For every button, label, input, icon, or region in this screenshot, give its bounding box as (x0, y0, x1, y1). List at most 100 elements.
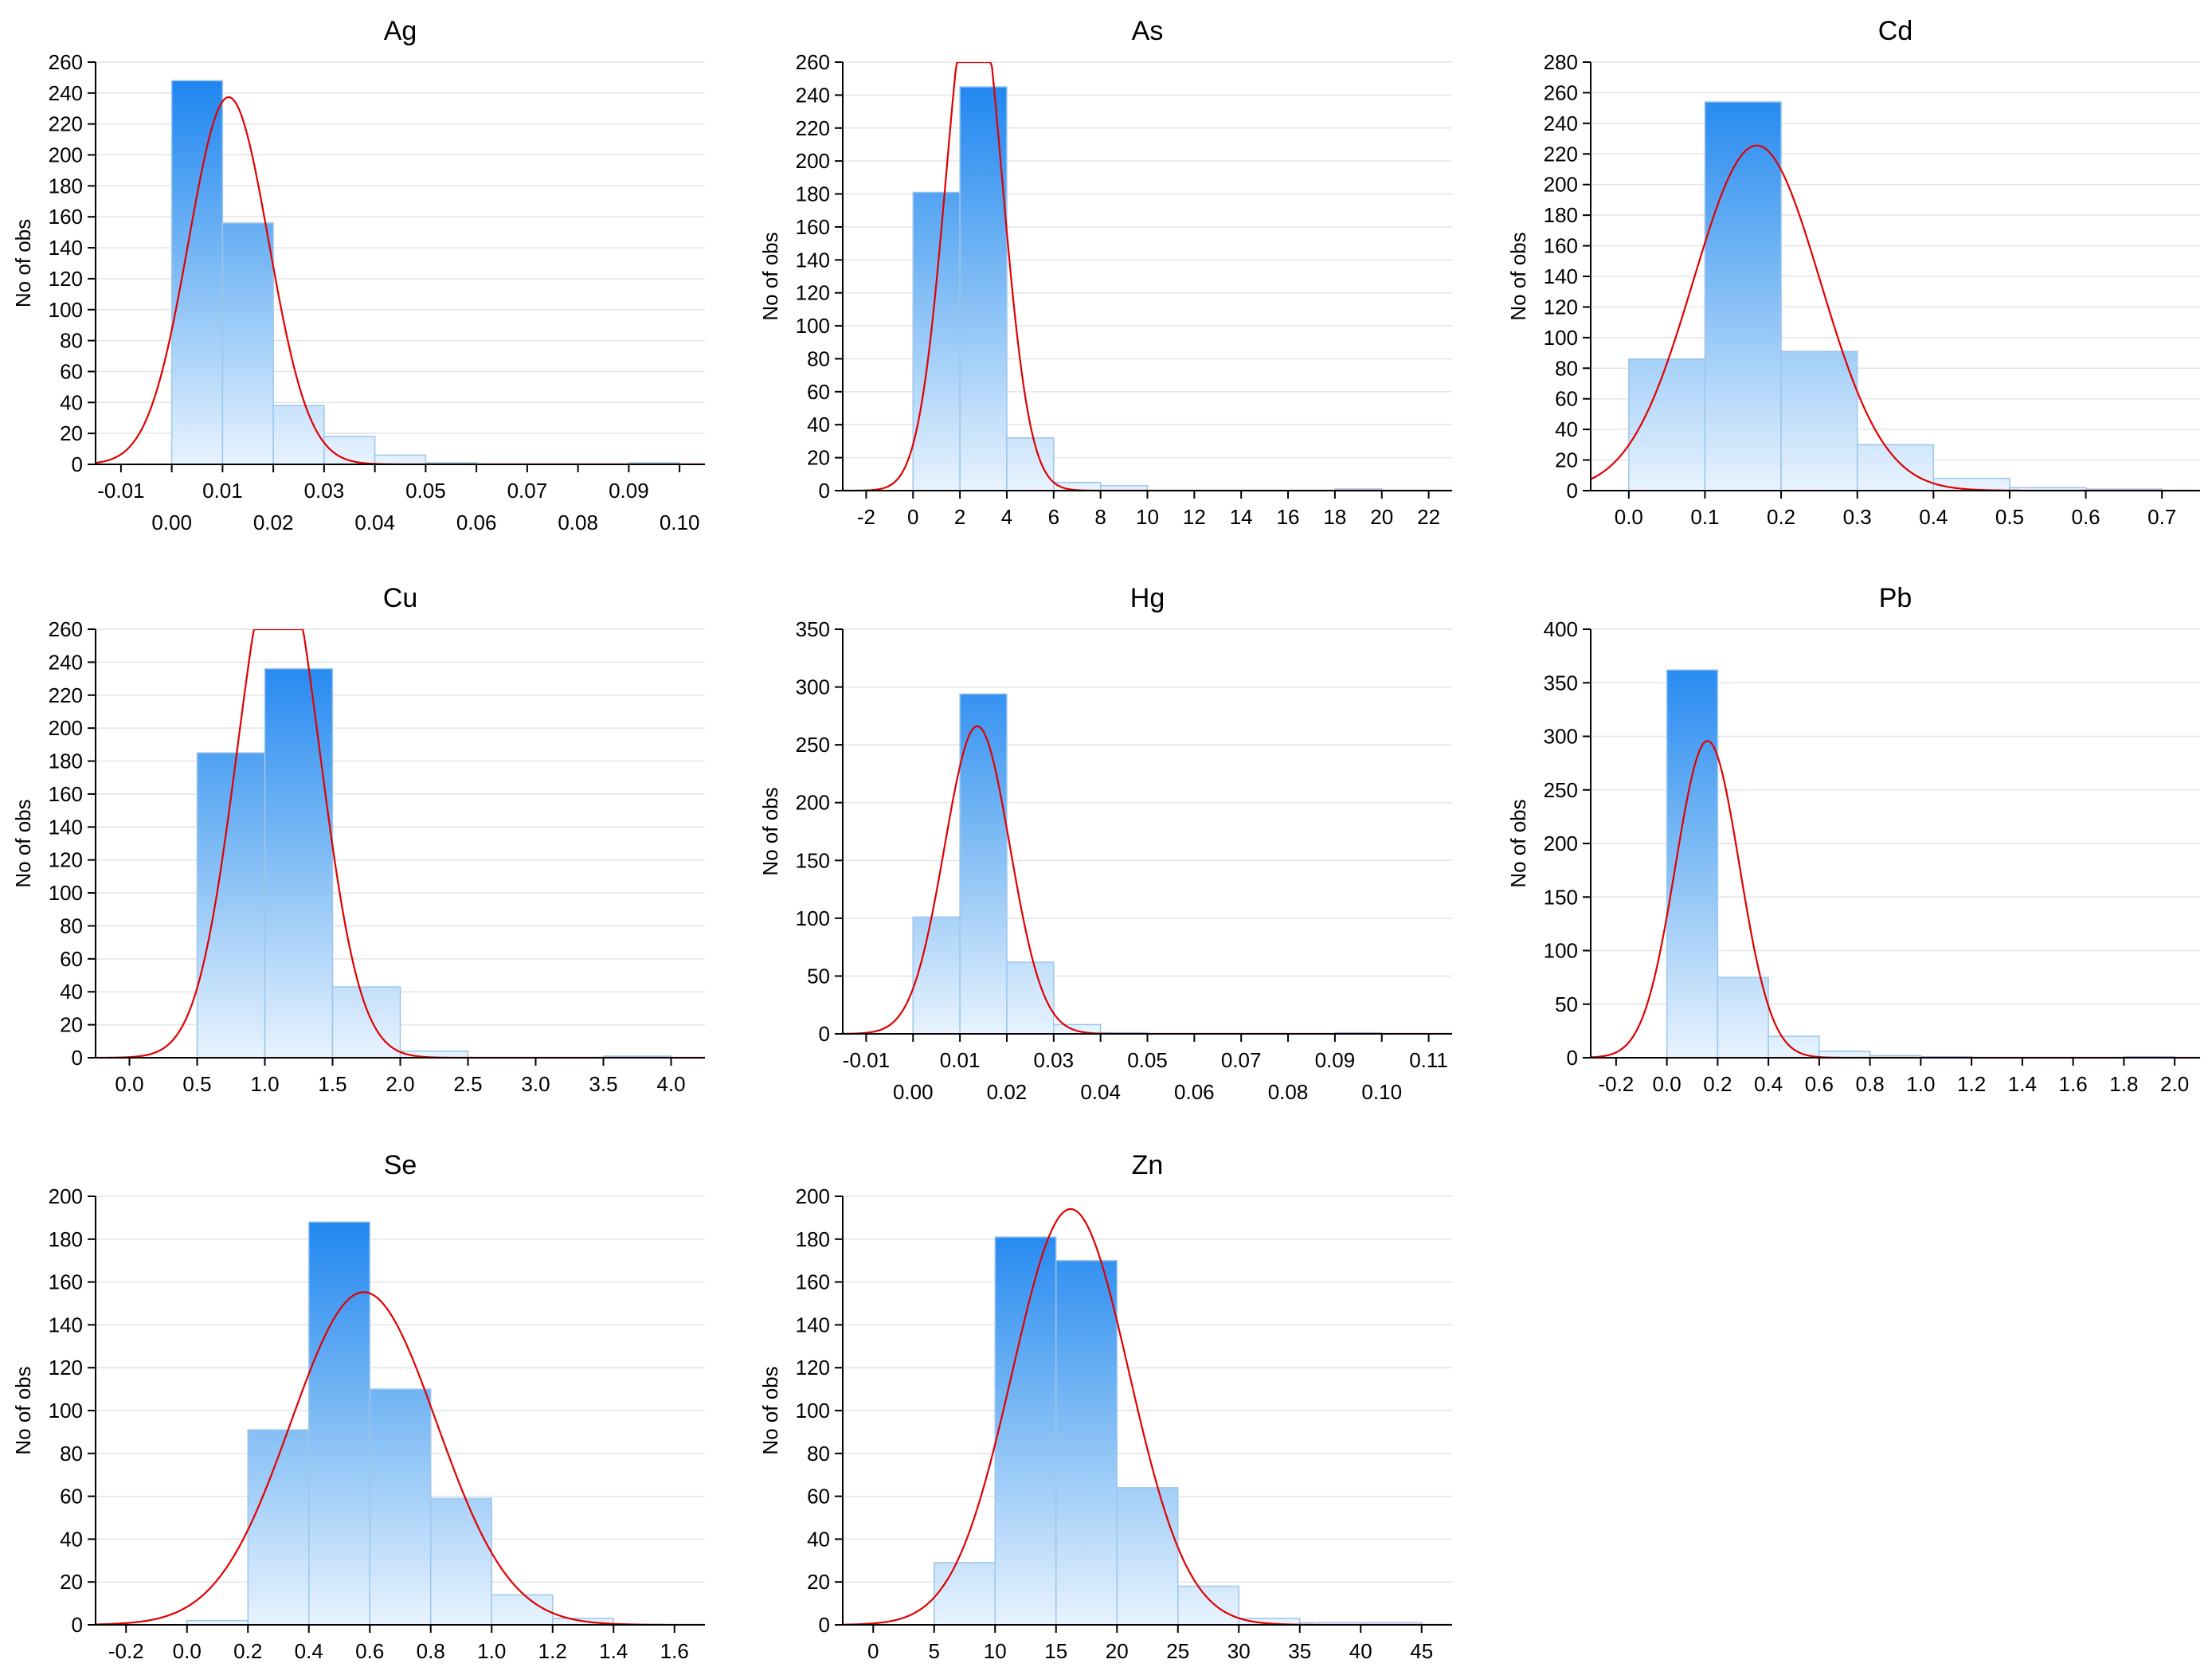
y-tick-label: 20 (60, 1013, 83, 1037)
x-tick-label: 1.5 (318, 1072, 346, 1096)
y-tick-label: 120 (49, 267, 83, 291)
y-tick-label: 120 (49, 848, 83, 872)
x-tick-label: 1.0 (250, 1072, 279, 1096)
x-tick-label: 1.6 (660, 1639, 689, 1663)
chart-title: Cd (1878, 16, 1912, 46)
y-tick-label: 140 (796, 1313, 830, 1336)
y-tick-label: 0 (72, 1046, 83, 1070)
x-tick-label: 4 (1001, 505, 1012, 529)
y-tick-label: 60 (60, 947, 83, 971)
x-tick-label: 0.00 (151, 511, 192, 534)
y-tick-label: 100 (1544, 326, 1578, 350)
y-axis-label: No of obs (1506, 799, 1530, 887)
x-tick-label: 0.5 (182, 1072, 211, 1096)
y-tick-label: 20 (1555, 448, 1578, 472)
chart-ag: 0 20 40 60 80 100 120 140 160 180 200 220 240 260 -0.0… (11, 16, 705, 534)
x-tick-label: 0.2 (233, 1639, 262, 1663)
y-tick-label: 260 (49, 617, 83, 641)
y-tick-label: 220 (49, 683, 83, 707)
x-tick-label: 0.01 (202, 479, 243, 503)
x-tick-label: 0 (867, 1639, 879, 1663)
y-tick-label: 0 (819, 479, 830, 503)
y-tick-label: 100 (49, 298, 83, 322)
bar (959, 693, 1008, 1035)
bar (221, 222, 274, 465)
y-tick-label: 350 (1544, 671, 1578, 695)
bar (994, 1236, 1057, 1626)
y-tick-label: 60 (60, 359, 83, 383)
y-tick-label: 240 (49, 81, 83, 105)
y-tick-label: 200 (49, 716, 83, 740)
x-tick-label: 1.0 (1906, 1072, 1935, 1096)
x-tick-label: 20 (1106, 1639, 1129, 1663)
y-tick-label: 80 (60, 914, 83, 937)
y-tick-label: 80 (1555, 356, 1578, 380)
x-tick-label: 8 (1094, 505, 1106, 529)
y-tick-label: 260 (1544, 80, 1578, 104)
x-tick-label: 12 (1183, 505, 1206, 529)
x-tick-label: 0.6 (1805, 1072, 1834, 1096)
x-tick-label: 0.2 (1703, 1072, 1732, 1096)
y-tick-label: 0 (1567, 479, 1578, 503)
y-tick-label: 0 (1567, 1046, 1578, 1070)
x-tick-label: 35 (1288, 1639, 1311, 1663)
bar (170, 80, 224, 465)
x-tick-label: 1.4 (599, 1639, 628, 1663)
chart-cd: 0 20 40 60 80 100 120 140 160 180 200 220 240 260 280 0… (1506, 16, 2200, 529)
bar (959, 86, 1008, 491)
y-tick-label: 40 (60, 1527, 83, 1551)
bar (247, 1429, 310, 1626)
y-tick-label: 300 (796, 675, 830, 699)
x-tick-label: 3.5 (589, 1072, 617, 1096)
chart-se: 0 20 40 60 80 100 120 140 160 180 200 -0.2 0.0 0.2 0.4… (11, 1150, 705, 1663)
y-tick-label: 220 (1544, 142, 1578, 166)
x-tick-label: -0.2 (1598, 1072, 1634, 1096)
x-tick-label: 25 (1166, 1639, 1189, 1663)
y-tick-label: 200 (796, 791, 830, 815)
y-tick-label: 240 (796, 83, 830, 107)
chart-title: Se (384, 1150, 417, 1180)
y-tick-label: 20 (60, 1570, 83, 1594)
x-tick-label: 0.09 (1315, 1048, 1356, 1072)
x-tick-label: 0.5 (1995, 505, 2024, 529)
x-tick-label: 0.07 (1221, 1048, 1262, 1072)
x-tick-label: 1.2 (1957, 1072, 1986, 1096)
x-tick-label: 0.4 (1919, 505, 1948, 529)
bar (1780, 350, 1858, 491)
y-tick-label: 60 (807, 380, 830, 404)
x-tick-label: 0.7 (2147, 505, 2176, 529)
y-axis-label: No of obs (11, 219, 35, 307)
y-tick-label: 200 (1544, 832, 1578, 855)
x-tick-label: 3.0 (521, 1072, 550, 1096)
x-tick-label: 0.08 (558, 511, 598, 534)
x-tick-label: 30 (1227, 1639, 1251, 1663)
y-axis-label: No of obs (758, 232, 782, 320)
bar (264, 667, 334, 1059)
x-tick-label: -0.01 (97, 479, 144, 503)
y-tick-label: 20 (807, 446, 830, 470)
normal-fit-curve (96, 1291, 705, 1625)
y-tick-label: 60 (807, 1485, 830, 1509)
y-tick-label: 180 (49, 174, 83, 198)
x-tick-label: 0.4 (295, 1639, 323, 1663)
y-tick-label: 160 (49, 1270, 83, 1294)
x-tick-label: 0.06 (456, 511, 497, 534)
x-tick-label: 0.01 (940, 1048, 981, 1072)
y-tick-label: 50 (807, 964, 830, 988)
bar (491, 1594, 554, 1626)
bar (308, 1221, 370, 1626)
x-tick-label: 0.0 (115, 1072, 143, 1096)
x-tick-label: 0.0 (1653, 1072, 1682, 1096)
y-tick-label: 160 (1544, 234, 1578, 258)
x-tick-label: 0.05 (405, 479, 446, 503)
y-tick-label: 220 (49, 112, 83, 136)
y-tick-label: 120 (1544, 295, 1578, 319)
y-tick-label: 200 (796, 1184, 830, 1208)
chart-title: Zn (1132, 1150, 1164, 1180)
y-tick-label: 240 (49, 650, 83, 674)
y-tick-label: 140 (49, 1313, 83, 1336)
x-tick-label: 0.04 (354, 511, 395, 534)
y-tick-label: 250 (1544, 778, 1578, 802)
